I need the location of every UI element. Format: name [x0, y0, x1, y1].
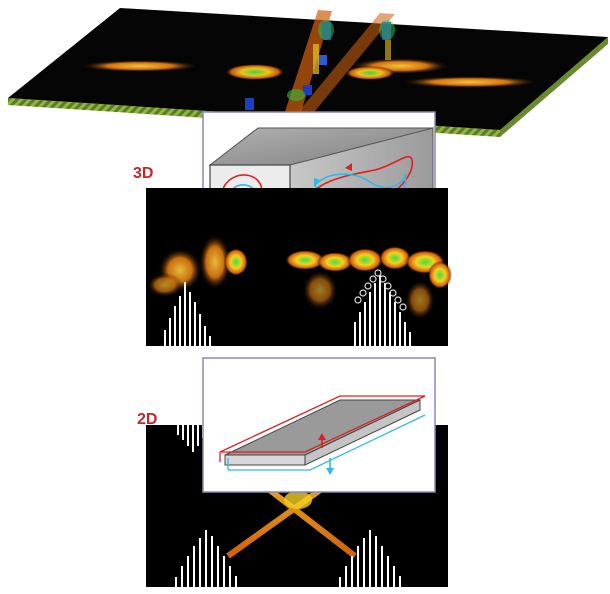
inset-2d	[202, 357, 436, 493]
slab-front-face	[224, 454, 306, 466]
comb-3d-right	[354, 275, 411, 346]
slab-outline-red	[219, 395, 426, 453]
label-3d: 3D	[133, 165, 153, 182]
top-substrate	[8, 8, 608, 137]
comb-3d-left	[164, 282, 211, 346]
substrate-field-pattern	[80, 10, 540, 123]
substrate-edge-side	[500, 37, 608, 137]
panel-3d-field	[146, 188, 452, 346]
comb-2d-right	[339, 530, 401, 587]
comb-2d-left	[175, 530, 237, 587]
slab-side-face	[304, 399, 421, 466]
slab-outline-cyan	[228, 414, 426, 471]
chain-3d	[354, 269, 407, 311]
label-2d: 2D	[137, 411, 157, 428]
